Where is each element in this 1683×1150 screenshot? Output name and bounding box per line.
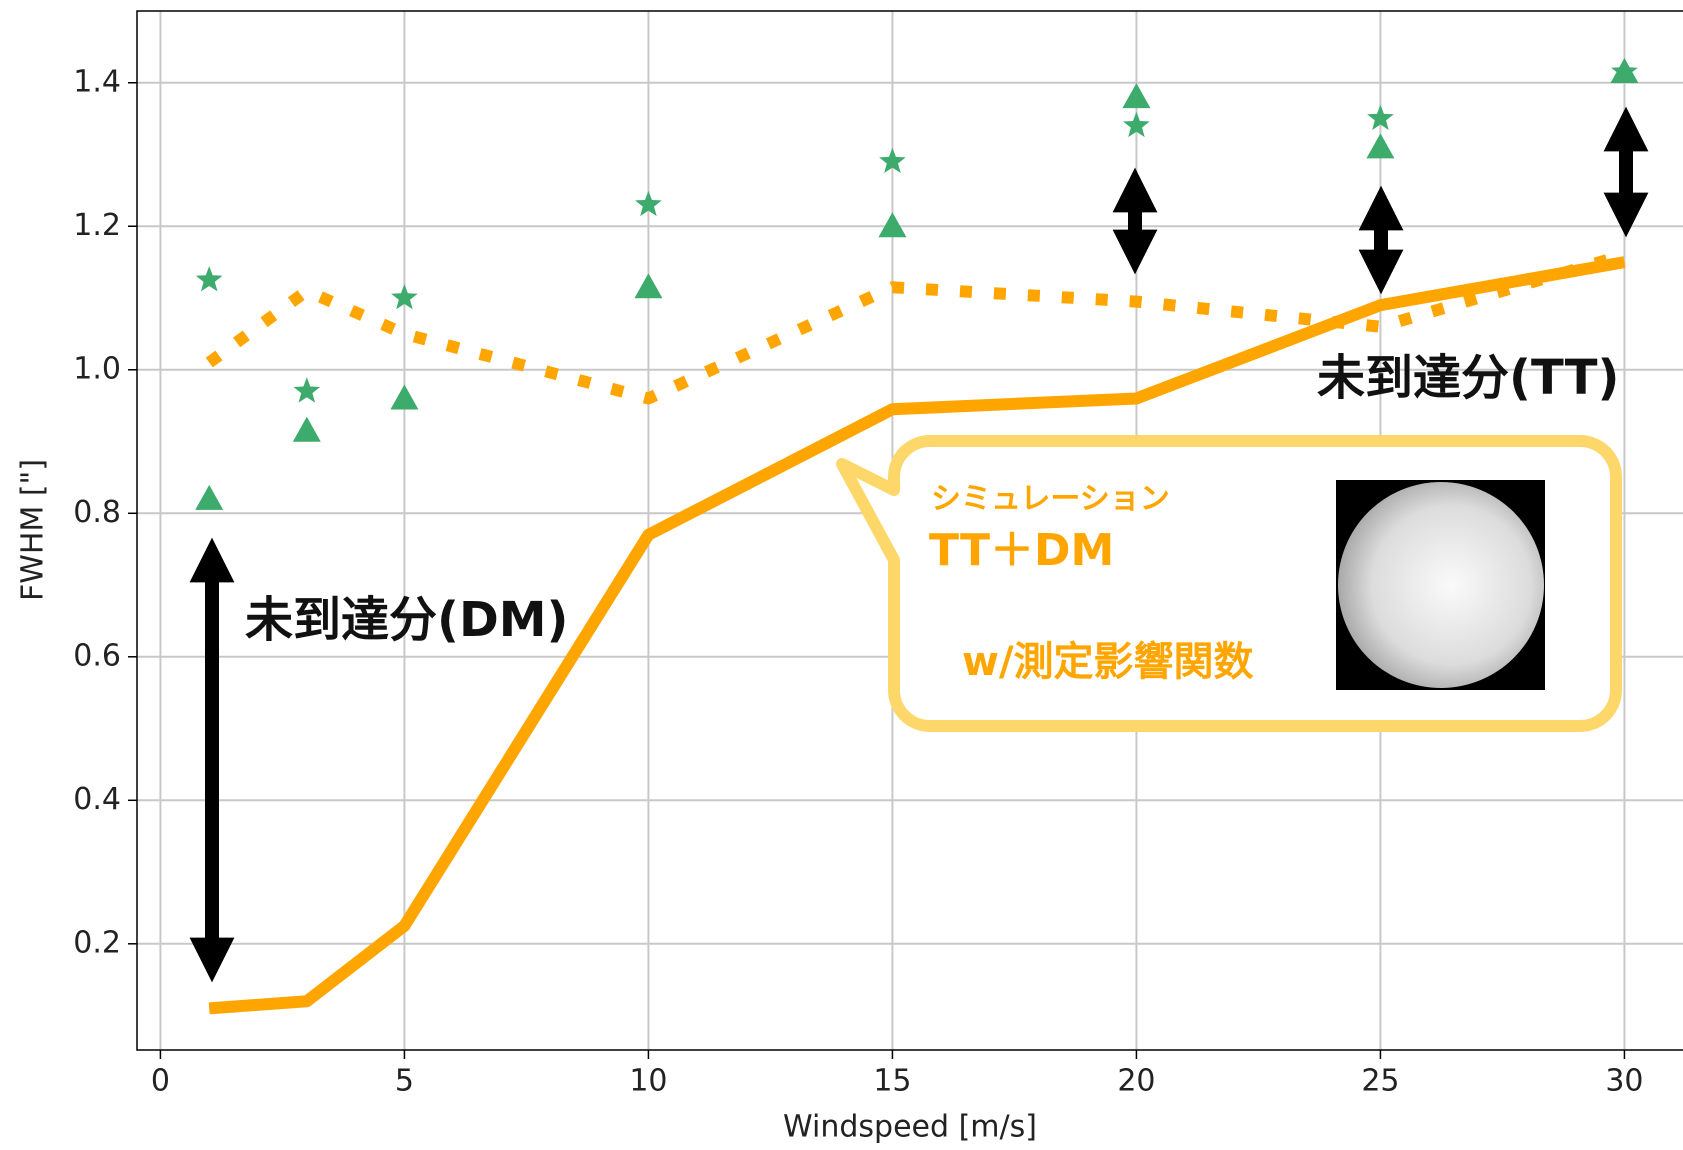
chart: 未到達分(DM) 未到達分(TT) シミュレーション TT＋DM w/測定影響関… [0,0,1683,1150]
x-tick-label: 0 [151,1064,170,1099]
callout-text: シミュレーション [931,482,1170,517]
y-tick-label: 0.4 [73,782,121,817]
x-tick-label: 15 [873,1064,911,1099]
y-tick-label: 0.2 [73,925,121,960]
callout-text: TT＋DM [929,525,1114,576]
triangle-marker [878,212,906,237]
callout-text: w/測定影響関数 [962,639,1254,685]
y-tick-label: 0.6 [73,638,121,673]
star-marker [294,377,321,402]
triangle-marker [1122,83,1150,108]
x-axis-label: Windspeed [m/s] [783,1110,1037,1145]
y-tick-label: 1.2 [73,208,121,243]
x-tick-label: 20 [1117,1064,1155,1099]
triangle-marker [195,485,223,510]
annotation: 未到達分(TT) [1317,350,1619,406]
y-tick-label: 1.4 [73,64,121,99]
y-axis-label: FWHM ["] [16,459,51,601]
y-tick-label: 0.8 [73,495,121,530]
triangle-marker [1366,133,1394,158]
x-tick-label: 10 [629,1064,667,1099]
y-tick-label: 1.0 [73,351,121,386]
x-tick-label: 25 [1361,1064,1399,1099]
x-tick-label: 30 [1605,1064,1643,1099]
inset-image-disc [1338,482,1544,688]
x-tick-label: 5 [395,1064,414,1099]
triangle-marker [293,417,321,442]
triangle-marker [634,273,662,298]
star-marker [196,266,223,291]
triangle-marker [390,384,418,409]
annotation: 未到達分(DM) [245,592,569,648]
